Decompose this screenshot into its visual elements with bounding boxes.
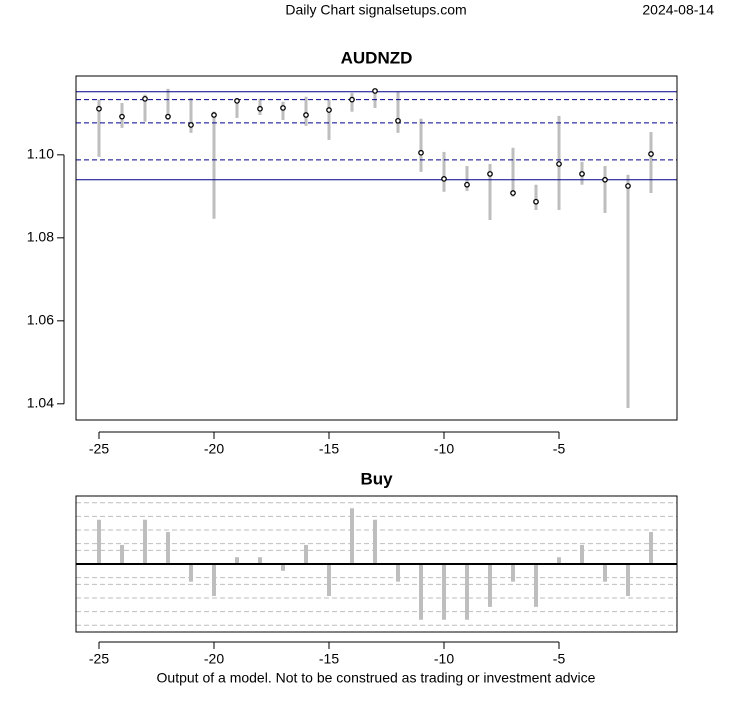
close-point — [395, 117, 401, 124]
header: Daily Chart signalsetups.com — [285, 2, 466, 18]
close-point — [211, 112, 217, 118]
close-point — [142, 95, 148, 102]
y-tick-label: 1.08 — [27, 229, 54, 245]
x-tick-label: -10 — [434, 651, 454, 667]
close-point — [441, 176, 447, 182]
close-point — [648, 151, 654, 157]
footer: Output of a model. Not to be construed a… — [157, 670, 596, 686]
close-point — [188, 122, 194, 128]
close-point — [234, 98, 240, 104]
y-tick-label: 1.04 — [27, 395, 54, 411]
x-tick-label: -15 — [319, 651, 339, 667]
close-point — [533, 198, 539, 205]
panel-title: Buy — [360, 469, 393, 488]
plot-frame — [75, 75, 678, 421]
close-point — [487, 171, 493, 177]
close-point — [464, 181, 470, 188]
plot-frame — [75, 495, 678, 633]
close-point — [257, 105, 263, 112]
x-tick-label: -15 — [319, 441, 339, 457]
y-tick-label: 1.06 — [27, 312, 54, 328]
close-point — [372, 88, 378, 94]
close-point — [349, 96, 355, 103]
close-point — [326, 107, 332, 113]
close-point — [418, 149, 424, 156]
close-point — [96, 105, 102, 112]
x-tick-label: -20 — [204, 441, 224, 457]
date: 2024-08-14 — [642, 2, 714, 18]
x-tick-label: -25 — [89, 651, 109, 667]
close-point — [510, 190, 516, 196]
close-point — [625, 183, 631, 189]
close-point — [119, 113, 125, 120]
close-point — [165, 113, 171, 120]
close-point — [579, 171, 585, 177]
y-tick-label: 1.10 — [27, 146, 54, 162]
close-point — [602, 176, 608, 183]
close-point — [280, 105, 286, 111]
panel-title: AUDNZD — [341, 48, 413, 67]
x-tick-label: -5 — [553, 651, 566, 667]
close-point — [556, 161, 562, 167]
x-tick-label: -10 — [434, 441, 454, 457]
x-tick-label: -25 — [89, 441, 109, 457]
x-tick-label: -20 — [204, 651, 224, 667]
x-tick-label: -5 — [553, 441, 566, 457]
close-point — [303, 112, 309, 118]
